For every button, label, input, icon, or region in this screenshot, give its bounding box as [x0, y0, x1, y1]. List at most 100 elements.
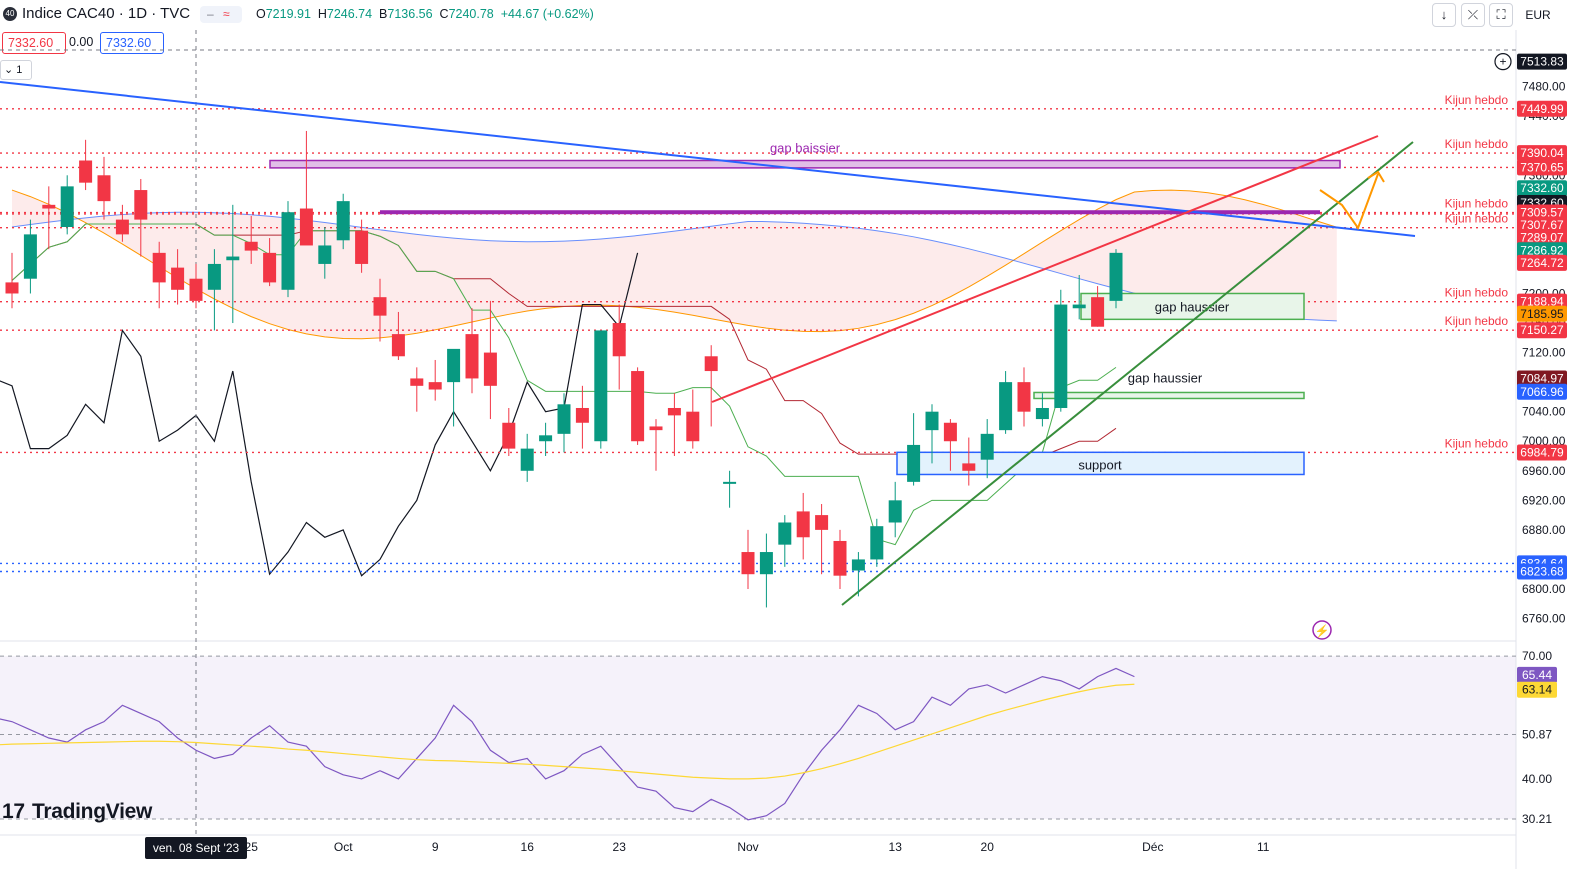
time-tick-label: Déc — [1142, 840, 1163, 854]
price-label-bg — [1517, 563, 1567, 580]
gap-haussier-label: gap haussier — [1155, 299, 1230, 314]
candle-body — [502, 422, 516, 449]
candle-body — [870, 526, 884, 560]
candle-body — [447, 348, 461, 383]
arrow-down-icon[interactable]: ↓ — [1432, 3, 1456, 27]
price-label: 7390.04 — [1520, 146, 1564, 160]
candle-body — [152, 252, 166, 283]
time-tick-label: 20 — [981, 840, 995, 854]
rsi-value-label-bg — [1517, 681, 1557, 698]
price-label-bg — [1517, 100, 1567, 117]
candle-body — [962, 463, 976, 471]
chevron-down-icon: ⌄ — [4, 64, 14, 76]
time-tick-label: 23 — [613, 840, 627, 854]
candle-body — [704, 356, 718, 372]
lightning-icon — [1312, 620, 1332, 640]
price-tick-label: 7040.00 — [1522, 405, 1566, 419]
symbol-title[interactable]: Indice CAC40 · 1D · TVC — [22, 5, 191, 22]
lightning-icon-glyph: ⚡ — [1315, 624, 1330, 638]
price-tick-label: 6880.00 — [1522, 523, 1566, 537]
level-label: Kijun hebdo — [1445, 436, 1509, 450]
candle-body — [741, 552, 755, 575]
price-label: 7185.95 — [1520, 307, 1564, 321]
price-label: 7449.99 — [1520, 102, 1564, 116]
candle-body — [888, 500, 902, 523]
price-label: 6984.79 — [1520, 445, 1564, 459]
candle-body — [263, 252, 277, 283]
collapse-icon[interactable]: ⤫ — [1461, 3, 1485, 27]
candle-body — [244, 241, 258, 251]
support-box — [896, 451, 1305, 476]
price-tick-label: 7480.00 — [1522, 80, 1566, 94]
candle-body — [23, 234, 37, 279]
price-label: 7188.94 — [1520, 295, 1564, 309]
currency-selector[interactable]: EUR — [1518, 3, 1558, 27]
candle-body — [999, 382, 1013, 431]
price-label-bg — [1517, 254, 1567, 271]
level-label: Kijun hebdo — [1445, 286, 1509, 300]
price-tick-label: 7120.00 — [1522, 346, 1566, 360]
rsi-tick-label: 50.87 — [1522, 727, 1552, 741]
price-label-bg — [1517, 305, 1567, 322]
rsi-band — [0, 656, 1516, 819]
price-label: 7307.67 — [1520, 218, 1564, 232]
candle-body — [796, 511, 810, 538]
candle-body — [907, 444, 921, 482]
price-label: 7084.97 — [1520, 371, 1564, 385]
sell-price-button[interactable]: 7332.60 — [2, 32, 66, 54]
gap-haussier-box-2 — [1033, 391, 1305, 400]
candle-body — [1035, 407, 1049, 420]
projection-arrow-head — [1367, 170, 1385, 183]
minus-icon: – — [207, 7, 214, 21]
rsi-tick-label: 70.00 — [1522, 649, 1552, 663]
level-label: Kijun hebdo — [1445, 93, 1509, 107]
time-tick-label: Nov — [737, 840, 758, 854]
approx-icon: ≈ — [223, 7, 230, 21]
candle-body — [373, 297, 387, 316]
candle-body — [520, 448, 534, 471]
candle-body — [115, 219, 129, 235]
candle-body — [428, 382, 442, 390]
crosshair-date-bg — [145, 837, 247, 859]
projection-arrow — [1319, 173, 1379, 231]
rsi-value-label: 65.44 — [1522, 668, 1552, 682]
price-label-bg — [1517, 242, 1567, 259]
price-label-bg — [1517, 293, 1567, 310]
level-label: Kijun hebdo — [1445, 137, 1509, 151]
interval-control[interactable]: ⌄ 1 — [0, 60, 32, 80]
candle-body — [631, 371, 645, 442]
candle-body — [1109, 252, 1123, 301]
chart-header: 40 Indice CAC40 · 1D · TVC – ≈ O7219.91 … — [0, 0, 1582, 30]
rsi-tick-label: 40.00 — [1522, 772, 1552, 786]
buy-price-button[interactable]: 7332.60 — [100, 32, 164, 54]
price-label: 7150.27 — [1520, 323, 1564, 337]
gap-haussier-label-2: gap haussier — [1128, 370, 1203, 385]
price-label-bg — [1517, 229, 1567, 246]
price-tick-label: 6960.00 — [1522, 464, 1566, 478]
candle-body — [281, 212, 295, 290]
candle-body — [833, 540, 847, 576]
price-label-bg — [1517, 204, 1567, 221]
price-label-bg — [1517, 159, 1567, 176]
candle-body — [1054, 304, 1068, 408]
time-tick-label: 16 — [521, 840, 535, 854]
candle-body — [575, 407, 589, 423]
candle-body — [336, 201, 350, 241]
tradingview-logo: 17 TradingView — [2, 800, 153, 823]
price-tick-label: 6800.00 — [1522, 582, 1566, 596]
ohlc-readout: O7219.91 H7246.74 B7136.56 C7240.78 +44.… — [256, 7, 594, 21]
candle-body — [226, 256, 240, 261]
rsi-ma-line — [0, 683, 1135, 780]
time-tick-label: 11 — [1257, 840, 1270, 854]
candle-body — [686, 411, 700, 442]
candle-body — [97, 175, 111, 202]
change-value: +44.67 (+0.62%) — [500, 7, 594, 21]
time-tick-label: 9 — [432, 840, 439, 854]
time-tick-label: 13 — [889, 840, 903, 854]
fullscreen-icon[interactable]: ⛶ — [1489, 3, 1513, 27]
spread-value: 0.00 — [69, 35, 94, 49]
candle-body — [667, 407, 681, 416]
chart-mode-pill[interactable]: – ≈ — [200, 6, 242, 23]
level-label: Kijun hebdo — [1445, 212, 1509, 226]
